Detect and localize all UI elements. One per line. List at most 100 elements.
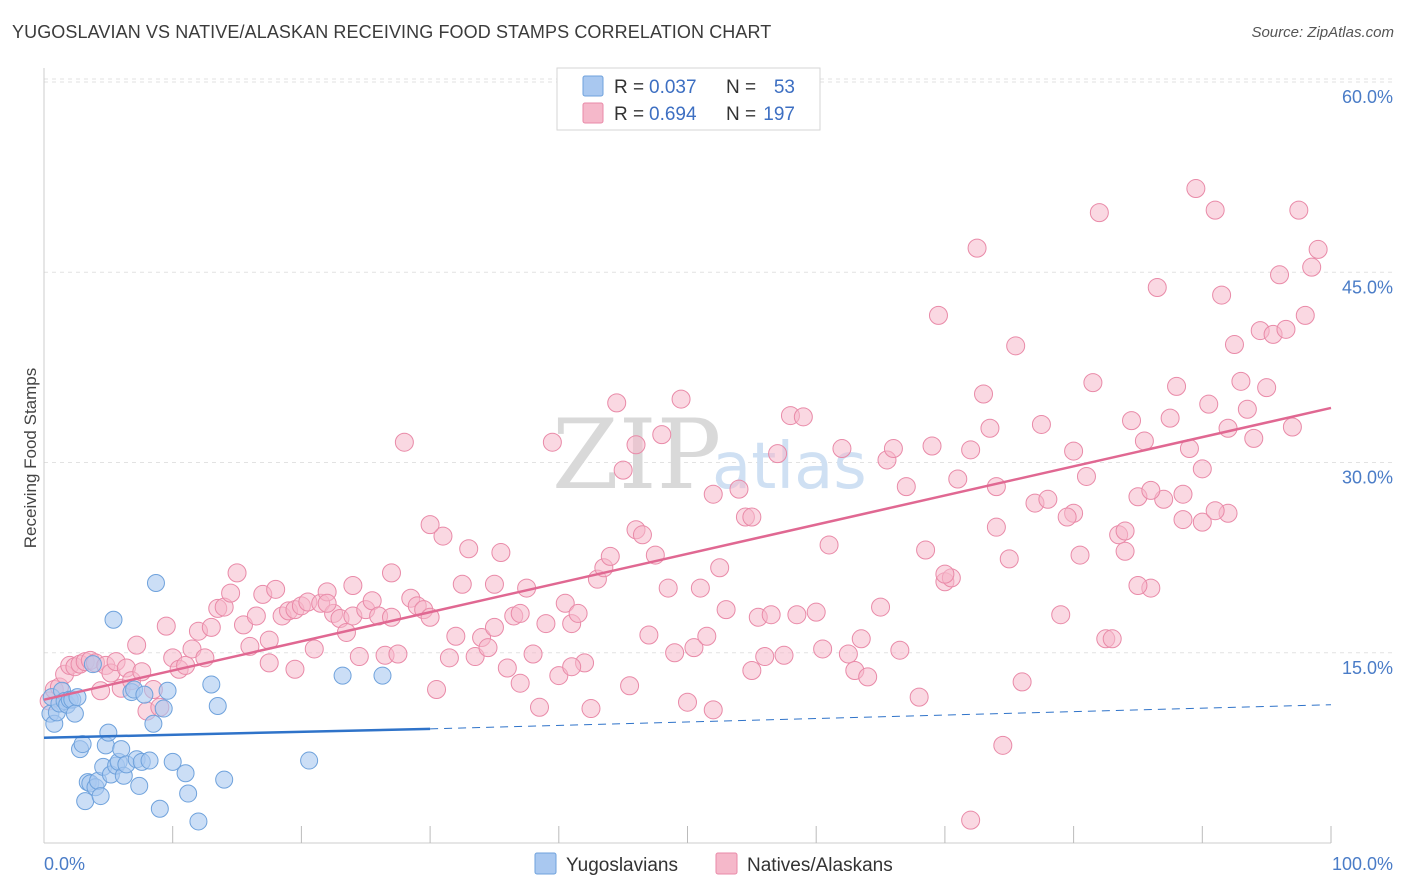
native-point <box>742 507 762 527</box>
native-point <box>787 605 807 625</box>
native-point <box>742 661 762 681</box>
yugoslavians-trend-line <box>43 727 431 739</box>
native-point <box>1006 336 1026 356</box>
native-point <box>1244 428 1264 448</box>
native-point <box>246 606 266 626</box>
trend-lines <box>43 406 1332 739</box>
y-tick-label: 15.0% <box>1342 658 1393 678</box>
x-tick-labels: 0.0% 100.0% <box>44 854 1393 874</box>
native-point <box>961 810 981 830</box>
native-point <box>710 558 730 578</box>
native-point <box>394 432 414 452</box>
yugoslavian-point <box>154 699 173 718</box>
native-point <box>1012 672 1032 692</box>
yugoslavians-points <box>41 573 392 831</box>
native-point <box>1102 629 1122 649</box>
native-point <box>491 543 511 563</box>
native-point <box>1302 257 1322 277</box>
native-point <box>1173 484 1193 504</box>
yugoslavian-point <box>333 666 352 685</box>
native-point <box>607 393 627 413</box>
native-point <box>658 578 678 598</box>
legend-r-label-1: R = <box>614 77 644 98</box>
native-point <box>484 574 504 594</box>
native-point <box>1051 605 1071 625</box>
native-point <box>1192 459 1212 479</box>
native-point <box>639 625 659 645</box>
native-point <box>600 546 620 566</box>
native-point <box>446 626 466 646</box>
native-point <box>665 643 685 663</box>
native-point <box>690 578 710 598</box>
native-point <box>986 517 1006 537</box>
x-tick-label: 0.0% <box>44 854 85 874</box>
yugoslavian-point <box>144 714 163 733</box>
native-point <box>768 444 788 464</box>
native-point <box>259 653 279 673</box>
native-point <box>201 617 221 637</box>
native-point <box>510 673 530 693</box>
native-point <box>703 484 723 504</box>
yugoslavian-point <box>104 610 123 629</box>
legend: R = 0.037 N = 53 R = 0.694 N = 197 <box>556 67 821 131</box>
native-point <box>1160 408 1180 428</box>
native-point <box>1205 501 1225 521</box>
native-point <box>1289 200 1309 220</box>
native-point <box>1128 576 1148 596</box>
yugoslavian-point <box>189 812 208 831</box>
yugoslavian-point <box>215 770 234 789</box>
native-point <box>678 692 697 712</box>
natives-trend-line <box>43 406 1332 701</box>
bottom-legend-swatch-pink <box>715 852 738 875</box>
native-point <box>1231 371 1251 391</box>
watermark-zip: ZIP <box>552 399 721 511</box>
yugoslavian-point <box>208 697 227 716</box>
native-point <box>858 667 878 687</box>
native-point <box>832 439 852 459</box>
native-point <box>1038 489 1058 509</box>
native-point <box>1270 265 1290 285</box>
native-point <box>1186 179 1206 199</box>
legend-r-value-1: 0.037 <box>649 77 697 98</box>
yugoslavian-point <box>176 764 195 783</box>
native-point <box>536 614 556 634</box>
native-point <box>1192 512 1212 532</box>
native-point <box>793 407 813 427</box>
yugoslavian-point <box>130 776 149 795</box>
native-point <box>697 626 717 646</box>
yugoslavian-point <box>73 735 92 754</box>
x-tick-label: 100.0% <box>1332 854 1393 874</box>
legend-n-value-1: 53 <box>774 77 795 98</box>
yugoslavian-point <box>146 573 165 592</box>
native-point <box>285 659 305 679</box>
native-point <box>1276 319 1296 339</box>
native-point <box>221 583 241 603</box>
native-point <box>632 525 652 545</box>
yugoslavians-trend-extension <box>430 704 1332 730</box>
native-point <box>1224 335 1244 355</box>
native-point <box>684 638 704 658</box>
native-point <box>613 460 633 480</box>
native-point <box>439 648 459 668</box>
native-point <box>729 479 749 499</box>
native-point <box>986 477 1006 497</box>
legend-r-value-2: 0.694 <box>649 104 697 125</box>
native-point <box>304 639 324 659</box>
native-point <box>993 735 1013 755</box>
native-point <box>1295 305 1315 325</box>
native-point <box>1308 239 1328 259</box>
native-point <box>562 657 582 677</box>
native-point <box>1199 394 1219 414</box>
yugoslavian-point <box>179 784 198 803</box>
native-point <box>266 579 286 599</box>
native-point <box>427 680 447 700</box>
yugoslavian-point <box>135 685 154 704</box>
yugoslavian-point <box>83 655 102 674</box>
native-point <box>1134 431 1154 451</box>
native-point <box>343 576 363 596</box>
native-point <box>948 469 968 489</box>
native-point <box>420 515 440 535</box>
chart-title: YUGOSLAVIAN VS NATIVE/ALASKAN RECEIVING … <box>12 22 772 42</box>
native-point <box>1089 203 1109 223</box>
native-point <box>761 605 781 625</box>
